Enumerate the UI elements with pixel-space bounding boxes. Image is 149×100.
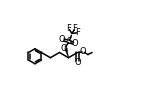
Polygon shape	[65, 48, 69, 58]
Text: O: O	[59, 36, 66, 44]
Text: F: F	[73, 24, 77, 33]
Text: O: O	[80, 48, 87, 56]
Text: F: F	[76, 28, 80, 37]
Text: O: O	[61, 44, 67, 52]
Text: F: F	[66, 24, 71, 33]
Text: O: O	[74, 58, 81, 67]
Text: S: S	[66, 37, 72, 46]
Text: O: O	[71, 39, 78, 48]
